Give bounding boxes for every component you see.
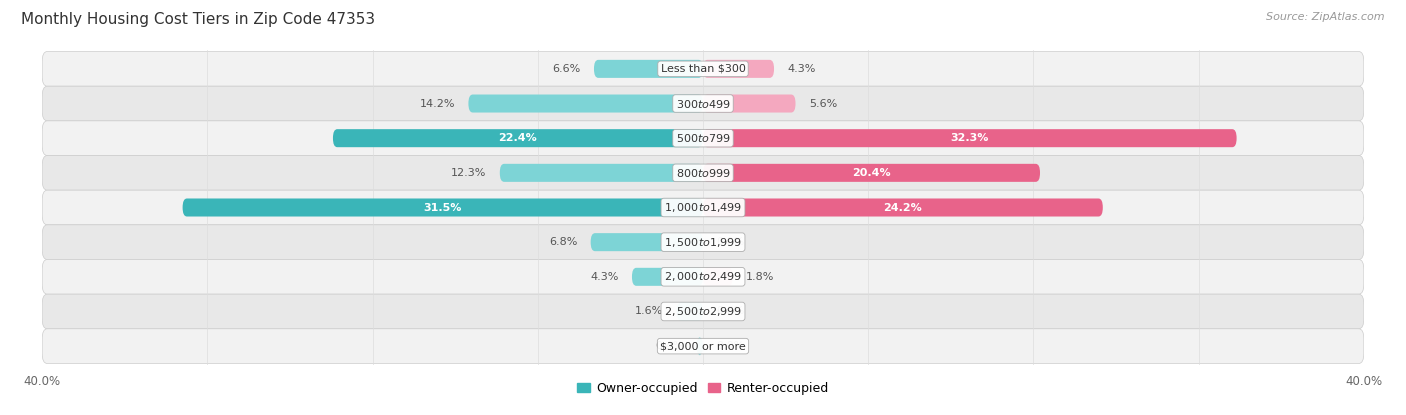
Text: $1,000 to $1,499: $1,000 to $1,499	[664, 201, 742, 214]
Text: 22.4%: 22.4%	[499, 133, 537, 143]
FancyBboxPatch shape	[468, 95, 703, 112]
Text: 4.3%: 4.3%	[787, 64, 815, 74]
Text: $800 to $999: $800 to $999	[675, 167, 731, 179]
FancyBboxPatch shape	[696, 337, 703, 355]
FancyBboxPatch shape	[703, 268, 733, 286]
Text: 6.6%: 6.6%	[553, 64, 581, 74]
FancyBboxPatch shape	[183, 198, 703, 217]
FancyBboxPatch shape	[42, 259, 1364, 294]
FancyBboxPatch shape	[42, 156, 1364, 190]
Legend: Owner-occupied, Renter-occupied: Owner-occupied, Renter-occupied	[572, 377, 834, 400]
FancyBboxPatch shape	[42, 225, 1364, 259]
Text: 24.2%: 24.2%	[883, 203, 922, 212]
FancyBboxPatch shape	[42, 86, 1364, 121]
Text: 12.3%: 12.3%	[451, 168, 486, 178]
Text: Less than $300: Less than $300	[661, 64, 745, 74]
FancyBboxPatch shape	[703, 95, 796, 112]
FancyBboxPatch shape	[703, 60, 775, 78]
Text: $500 to $799: $500 to $799	[675, 132, 731, 144]
Text: 4.3%: 4.3%	[591, 272, 619, 282]
Text: Monthly Housing Cost Tiers in Zip Code 47353: Monthly Housing Cost Tiers in Zip Code 4…	[21, 12, 375, 27]
FancyBboxPatch shape	[703, 164, 1040, 182]
Text: $300 to $499: $300 to $499	[675, 98, 731, 110]
Text: $3,000 or more: $3,000 or more	[661, 341, 745, 351]
Text: $2,500 to $2,999: $2,500 to $2,999	[664, 305, 742, 318]
FancyBboxPatch shape	[591, 233, 703, 251]
Text: 5.6%: 5.6%	[808, 98, 837, 108]
Text: 20.4%: 20.4%	[852, 168, 891, 178]
Text: 1.6%: 1.6%	[636, 307, 664, 317]
Text: 31.5%: 31.5%	[423, 203, 463, 212]
Text: $1,500 to $1,999: $1,500 to $1,999	[664, 236, 742, 249]
FancyBboxPatch shape	[42, 121, 1364, 156]
Text: 0.0%: 0.0%	[716, 237, 744, 247]
FancyBboxPatch shape	[42, 190, 1364, 225]
FancyBboxPatch shape	[703, 198, 1102, 217]
Text: 0.0%: 0.0%	[716, 341, 744, 351]
Text: 0.0%: 0.0%	[716, 307, 744, 317]
Text: 0.4%: 0.4%	[655, 341, 683, 351]
Text: 6.8%: 6.8%	[550, 237, 578, 247]
Text: Source: ZipAtlas.com: Source: ZipAtlas.com	[1267, 12, 1385, 22]
FancyBboxPatch shape	[703, 129, 1237, 147]
FancyBboxPatch shape	[42, 294, 1364, 329]
Text: 1.8%: 1.8%	[747, 272, 775, 282]
FancyBboxPatch shape	[42, 329, 1364, 364]
FancyBboxPatch shape	[676, 303, 703, 320]
FancyBboxPatch shape	[42, 51, 1364, 86]
FancyBboxPatch shape	[593, 60, 703, 78]
FancyBboxPatch shape	[631, 268, 703, 286]
Text: 32.3%: 32.3%	[950, 133, 988, 143]
FancyBboxPatch shape	[333, 129, 703, 147]
Text: $2,000 to $2,499: $2,000 to $2,499	[664, 270, 742, 283]
FancyBboxPatch shape	[499, 164, 703, 182]
Text: 14.2%: 14.2%	[420, 98, 456, 108]
